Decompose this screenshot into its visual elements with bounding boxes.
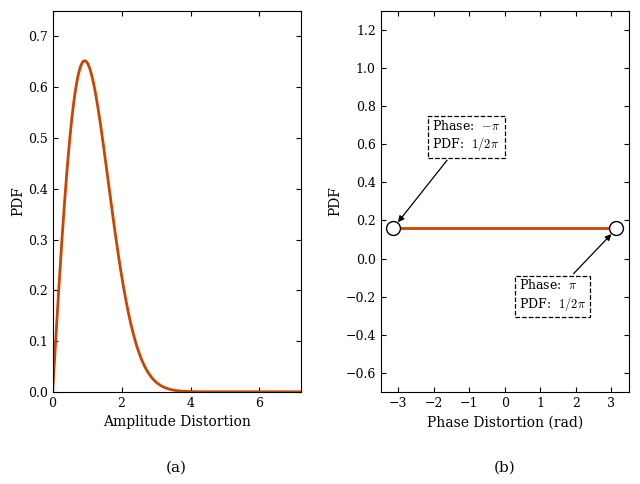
Text: (b): (b) bbox=[494, 460, 516, 474]
Y-axis label: PDF: PDF bbox=[328, 186, 342, 216]
Y-axis label: PDF: PDF bbox=[11, 186, 25, 216]
X-axis label: Phase Distortion (rad): Phase Distortion (rad) bbox=[427, 415, 583, 429]
X-axis label: Amplitude Distortion: Amplitude Distortion bbox=[103, 415, 251, 429]
Text: (a): (a) bbox=[166, 460, 188, 474]
Text: Phase:  $-\pi$
PDF:  $1/2\pi$: Phase: $-\pi$ PDF: $1/2\pi$ bbox=[399, 119, 500, 221]
Text: Phase:  $\pi$
PDF:  $1/2\pi$: Phase: $\pi$ PDF: $1/2\pi$ bbox=[519, 235, 611, 313]
